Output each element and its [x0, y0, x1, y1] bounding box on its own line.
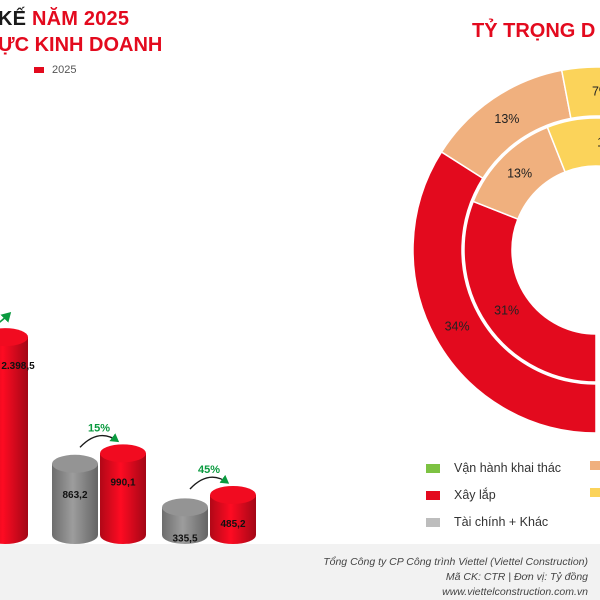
footer-company: Tổng Công ty CP Công trình Viettel (Viet…	[323, 556, 588, 568]
legend-label-4: Tài chính + Khác	[454, 515, 549, 529]
outer-label-2: 7%	[592, 85, 600, 99]
legend-swatch-0	[426, 463, 440, 473]
bar-chart: 2.398,5 863,2 990,1 15% 335,5 485,2 45%	[0, 311, 256, 544]
donut-legend-item-4: Tài chính + Khác	[426, 515, 548, 529]
footer: Tổng Công ty CP Công trình Viettel (Viet…	[0, 544, 600, 600]
inner-slice-0	[463, 200, 597, 383]
growth-arrow-0	[0, 311, 12, 323]
bar-value-grey-1: 863,2	[62, 490, 87, 501]
legend-swatch-4	[426, 517, 440, 527]
growth-arrow-1	[79, 433, 120, 448]
legend-label-2: Xây lắp	[454, 488, 496, 502]
bar-red-2	[210, 485, 256, 544]
inner-label-1: 13%	[507, 167, 532, 181]
donut-chart: 34%13%7%0%31%13%1%	[412, 66, 600, 434]
inner-label-0: 31%	[494, 304, 519, 318]
legend-swatch-1	[590, 461, 600, 470]
outer-label-1: 13%	[494, 112, 519, 126]
outer-label-0: 34%	[445, 319, 470, 333]
footer-stock-unit: Mã CK: CTR | Đơn vị: Tỷ đồng	[445, 571, 588, 583]
inner-label-3: 1%	[597, 135, 600, 149]
bar-value-red-1: 990,1	[110, 477, 135, 488]
donut-legend-item-1	[590, 461, 600, 470]
inner-slice-2	[546, 117, 600, 173]
title-part-red: NĂM 2025	[31, 8, 130, 30]
legend-label-2025: 2025	[52, 64, 77, 76]
donut-legend-item-3	[590, 488, 600, 497]
chart-title-line2: ỰC KINH DOANH	[0, 34, 163, 56]
title-part-dark: KẾ	[0, 8, 27, 30]
donut-legend-item-0: Vận hành khai thác	[426, 461, 561, 475]
bar-value-grey-2: 335,5	[172, 533, 197, 544]
donut-legend-item-2: Xây lắp	[426, 488, 496, 502]
bar-legend: 2025	[34, 64, 76, 76]
outer-slice-0	[412, 150, 597, 434]
bar-value-red-0: 2.398,5	[1, 361, 35, 372]
footer-website: www.viettelconstruction.com.vn	[442, 586, 588, 598]
outer-slice-2	[560, 66, 600, 120]
donut-title: TỶ TRỌNG D	[472, 20, 596, 42]
bar-red-0	[0, 328, 28, 544]
growth-label-2: 45%	[198, 464, 220, 476]
bar-red-1	[100, 444, 146, 544]
bar-grey-1	[52, 454, 98, 544]
legend-swatch-2025	[34, 67, 44, 73]
legend-swatch-2	[426, 490, 440, 500]
chart-title-line1: KẾ NĂM 2025	[0, 8, 129, 31]
bar-grey-2	[162, 498, 208, 544]
growth-arrow-2	[189, 474, 230, 490]
bar-value-red-2: 485,2	[220, 519, 245, 530]
legend-swatch-3	[590, 488, 600, 497]
growth-label-1: 15%	[88, 422, 110, 434]
legend-label-0: Vận hành khai thác	[454, 461, 562, 475]
